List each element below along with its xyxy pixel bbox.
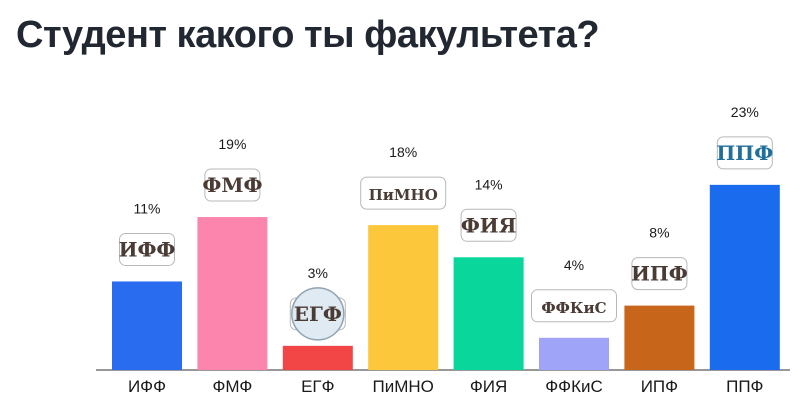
logo-lettering: ФМФ (202, 173, 262, 197)
faculty-logo-7: ИПФ (631, 257, 688, 291)
value-label: 4% (564, 257, 584, 273)
value-label: 14% (475, 176, 503, 192)
logo-lettering: ИФФ (119, 237, 176, 261)
logo-lettering: ЕГФ (294, 302, 342, 326)
value-label: 3% (308, 265, 328, 281)
logo-sticker-outline (631, 257, 688, 291)
logo-lettering: ППФ (716, 141, 773, 165)
logo-lettering: ФФКиС (541, 299, 606, 317)
bar-4 (368, 225, 439, 370)
bar-7 (624, 305, 695, 370)
logo-sticker-outline (360, 176, 447, 210)
faculty-logo-3: ЕГФ (289, 287, 346, 341)
x-tick-label: ФФКиС (545, 377, 603, 396)
faculty-logo-5: ФИЯ (460, 208, 517, 242)
x-tick-label: ФИЯ (470, 377, 507, 396)
globe-icon (291, 287, 345, 341)
bar-5 (453, 257, 524, 370)
bar-8 (709, 184, 780, 370)
x-tick-label: ФМФ (212, 377, 252, 396)
value-label: 19% (218, 136, 246, 152)
bar-3 (282, 345, 353, 370)
bar-2 (197, 217, 268, 370)
x-tick-label: ИПФ (641, 377, 678, 396)
faculty-logo-8: ППФ (716, 136, 773, 170)
logo-lettering: ПиМНО (369, 186, 438, 204)
faculty-logo-2: ФМФ (202, 168, 262, 202)
value-label: 18% (389, 144, 417, 160)
value-label: 8% (649, 225, 669, 241)
x-tick-label: ПиМНО (373, 377, 434, 396)
logo-lettering: ИПФ (631, 262, 688, 286)
x-tick-label: ИФФ (128, 377, 166, 396)
logo-sticker-outline (531, 289, 617, 323)
logo-sticker-outline (119, 232, 175, 266)
bar-6 (539, 337, 609, 370)
logo-lettering: ФИЯ (461, 213, 517, 237)
x-tick-label: ППФ (726, 377, 763, 396)
faculty-logo-1: ИФФ (119, 232, 176, 266)
logo-sticker-outline (204, 168, 261, 202)
logo-sticker-outline (460, 208, 517, 242)
logo-sticker-outline (716, 136, 773, 170)
faculty-logo-4: ПиМНО (360, 176, 447, 210)
value-label: 11% (134, 200, 161, 216)
value-label: 23% (731, 104, 759, 120)
x-tick-label: ЕГФ (301, 377, 334, 396)
bar-1 (112, 281, 182, 370)
chart-title: Студент какого ты факультета? (16, 14, 600, 56)
faculty-logo-6: ФФКиС (531, 289, 617, 323)
